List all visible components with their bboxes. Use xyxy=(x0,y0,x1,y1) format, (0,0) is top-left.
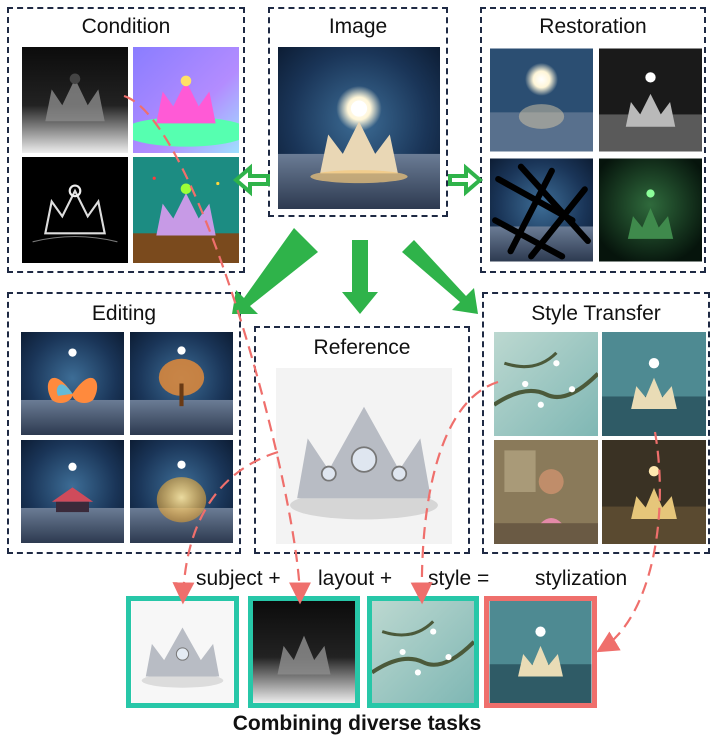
arrow-to-reference xyxy=(342,240,378,314)
reference-image xyxy=(276,368,452,544)
inpainting-mask-thumbnail xyxy=(490,157,593,263)
subject-label: subject + xyxy=(196,567,281,590)
arrow-to-style-transfer xyxy=(402,240,478,314)
stylized-portrait-crown-thumbnail xyxy=(602,440,706,544)
depth-map-thumbnail xyxy=(22,47,128,153)
layout-input-frame xyxy=(248,596,360,708)
image-title: Image xyxy=(328,15,388,38)
low-light-image-thumbnail xyxy=(599,157,702,263)
style-label: style = xyxy=(428,567,490,590)
stylization-label: stylization xyxy=(535,567,628,590)
edge-map-thumbnail xyxy=(22,157,128,263)
blurred-image-thumbnail xyxy=(490,47,593,153)
style-almond-blossom-thumbnail xyxy=(494,332,598,436)
footer-title: Combining diverse tasks xyxy=(232,712,482,735)
condition-panel: Condition xyxy=(7,7,245,273)
grayscale-image-thumbnail xyxy=(599,47,702,153)
subject-input-frame xyxy=(126,596,239,708)
restoration-title: Restoration xyxy=(539,15,647,38)
style-input-frame xyxy=(367,596,479,708)
stylized-blossom-crown-thumbnail xyxy=(602,332,706,436)
normal-map-thumbnail xyxy=(133,47,239,153)
image-panel: Image xyxy=(268,7,448,217)
source-image xyxy=(278,47,440,209)
restoration-panel: Restoration xyxy=(480,7,706,273)
segmentation-map-thumbnail xyxy=(133,157,239,263)
style-transfer-panel: Style Transfer xyxy=(482,292,710,554)
edit-glass-dome-thumbnail xyxy=(130,440,233,543)
style-transfer-title: Style Transfer xyxy=(531,302,661,325)
editing-panel: Editing xyxy=(7,292,241,554)
green-block-arrows xyxy=(232,228,478,314)
style-portrait-thumbnail xyxy=(494,440,598,544)
arrow-to-restoration xyxy=(448,163,484,197)
reference-title: Reference xyxy=(313,336,411,359)
edit-pavilion-thumbnail xyxy=(21,440,124,543)
edit-tree-thumbnail xyxy=(130,332,233,435)
reference-panel: Reference xyxy=(254,326,470,554)
condition-title: Condition xyxy=(81,15,171,38)
stylization-output-frame xyxy=(484,596,597,708)
layout-label: layout + xyxy=(318,567,393,590)
editing-title: Editing xyxy=(91,302,157,325)
edit-butterfly-thumbnail xyxy=(21,332,124,435)
